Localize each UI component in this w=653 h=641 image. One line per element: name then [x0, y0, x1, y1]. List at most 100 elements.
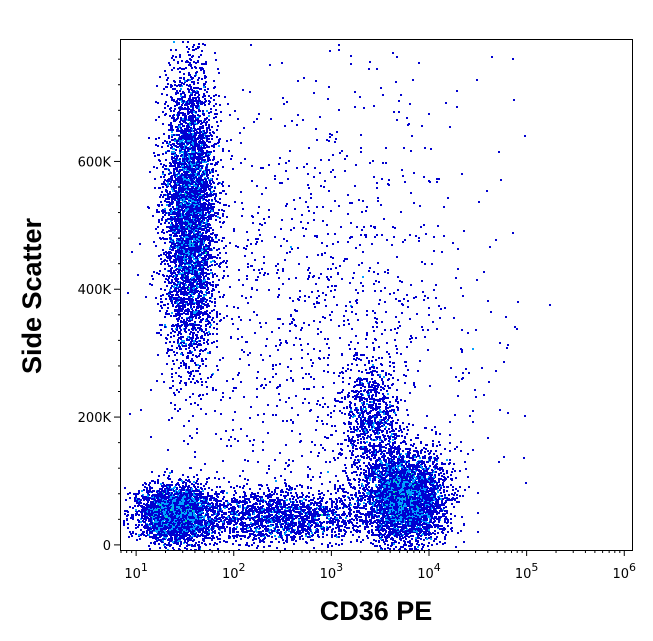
- event-dot: [166, 363, 168, 365]
- event-dot: [181, 60, 183, 62]
- event-dot: [190, 268, 192, 270]
- event-dot: [182, 158, 184, 160]
- event-dot: [205, 63, 207, 65]
- event-dot: [185, 146, 187, 148]
- event-dot: [198, 100, 200, 102]
- event-dot: [200, 261, 202, 263]
- event-dot: [165, 152, 167, 154]
- event-dot: [213, 95, 215, 97]
- event-dot: [203, 93, 205, 95]
- event-dot: [181, 241, 183, 243]
- event-dot: [205, 212, 207, 214]
- event-dot: [169, 234, 171, 236]
- event-dot: [208, 115, 210, 117]
- event-dot: [213, 321, 215, 323]
- event-dot: [176, 178, 178, 180]
- event-dot: [177, 410, 179, 412]
- event-dot: [199, 340, 201, 342]
- event-dot: [197, 104, 199, 106]
- event-dot: [199, 193, 201, 195]
- event-dot: [165, 113, 167, 115]
- event-dot: [205, 135, 207, 137]
- event-dot: [194, 153, 196, 155]
- event-dot: [167, 105, 169, 107]
- event-dot: [181, 499, 183, 501]
- event-dot: [176, 102, 178, 104]
- event-dot: [195, 279, 197, 281]
- event-dot: [176, 142, 178, 144]
- event-dot: [198, 166, 200, 168]
- event-dot: [200, 469, 202, 471]
- event-dot: [207, 266, 209, 268]
- event-dot: [192, 267, 194, 269]
- event-dot: [222, 222, 224, 224]
- event-dot: [169, 291, 171, 293]
- event-dot: [197, 185, 199, 187]
- event-dot: [192, 170, 194, 172]
- event-dot: [173, 290, 175, 292]
- event-dot: [176, 170, 178, 172]
- event-dot: [200, 69, 202, 71]
- event-dot: [212, 131, 214, 133]
- event-dot: [179, 150, 181, 152]
- event-dot: [207, 177, 209, 179]
- event-dot: [171, 227, 173, 229]
- event-dot: [167, 226, 169, 228]
- event-dot: [183, 342, 185, 344]
- event-dot: [202, 187, 204, 189]
- event-dot: [188, 179, 190, 181]
- event-dot: [175, 269, 177, 271]
- event-dot: [186, 220, 188, 222]
- event-dot: [215, 103, 217, 105]
- event-dot: [169, 196, 171, 198]
- event-dot: [187, 111, 189, 113]
- event-dot: [173, 261, 175, 263]
- event-dot: [206, 332, 208, 334]
- event-dot: [165, 74, 167, 76]
- event-dot: [176, 310, 178, 312]
- event-dot: [172, 294, 174, 296]
- event-dot: [213, 193, 215, 195]
- event-dot: [190, 371, 192, 373]
- event-dot: [194, 321, 196, 323]
- event-dot: [186, 46, 188, 48]
- event-dot: [211, 186, 213, 188]
- event-dot: [207, 343, 209, 345]
- event-dot: [176, 318, 178, 320]
- event-dot: [228, 205, 230, 207]
- event-dot: [199, 168, 201, 170]
- event-dot: [164, 208, 166, 210]
- event-dot: [211, 290, 213, 292]
- event-dot: [187, 304, 189, 306]
- event-dot: [187, 371, 189, 373]
- event-dot: [208, 331, 210, 333]
- event-dot: [171, 188, 173, 190]
- event-dot: [192, 535, 194, 537]
- event-dot: [159, 76, 161, 78]
- event-dot: [181, 246, 183, 248]
- event-dot: [194, 291, 196, 293]
- event-dot: [197, 251, 199, 253]
- event-dot: [162, 142, 164, 144]
- event-dot: [202, 43, 204, 45]
- event-dot: [194, 115, 196, 117]
- event-dot: [170, 49, 172, 51]
- event-dot: [208, 487, 210, 489]
- event-dot: [163, 133, 165, 135]
- event-dot: [169, 387, 171, 389]
- event-dot: [166, 260, 168, 262]
- event-dot: [167, 263, 169, 265]
- event-dot: [168, 282, 170, 284]
- event-dot: [176, 90, 178, 92]
- event-dot: [229, 242, 231, 244]
- event-dot: [168, 252, 170, 254]
- event-dot: [206, 169, 208, 171]
- event-dot: [186, 179, 188, 181]
- event-dot: [201, 283, 203, 285]
- event-dot: [205, 294, 207, 296]
- event-dot: [136, 539, 138, 541]
- event-dot: [191, 225, 193, 227]
- event-dot: [190, 88, 192, 90]
- event-dot: [184, 115, 186, 117]
- event-dot: [179, 182, 181, 184]
